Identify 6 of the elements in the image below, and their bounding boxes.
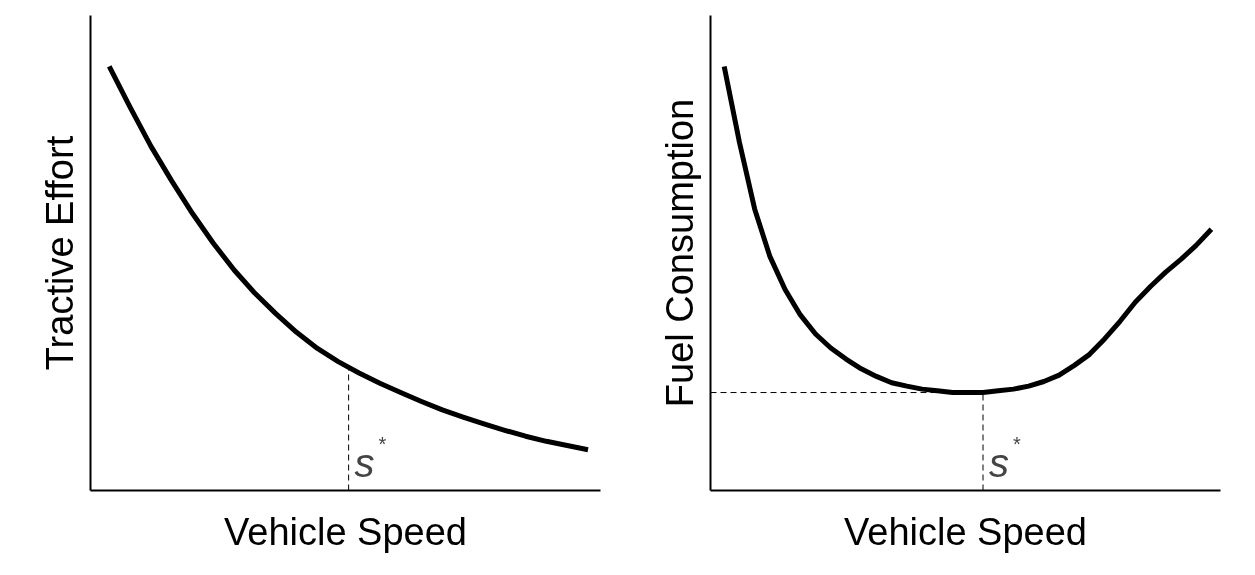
x-axis-title: Vehicle Speed <box>224 510 467 553</box>
annotation: s* <box>989 432 1022 485</box>
annotation: s* <box>354 432 387 485</box>
x-axis-title: Vehicle Speed <box>844 510 1087 553</box>
y-axis-title: Fuel Consumption <box>658 98 701 408</box>
y-axis-title: Tractive Effort <box>38 135 81 371</box>
